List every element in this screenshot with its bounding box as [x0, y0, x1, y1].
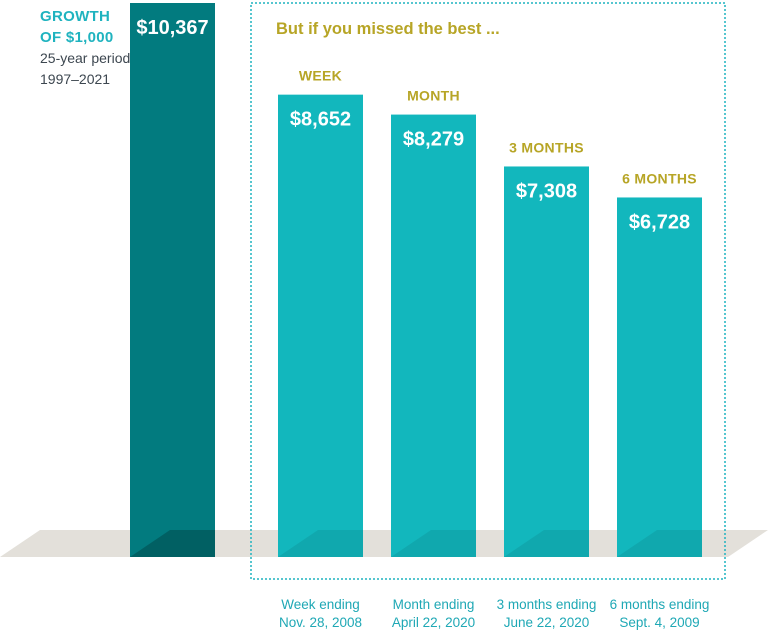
bar-floor-shadow-0 [130, 530, 215, 557]
bar-value-label-0: $10,367 [136, 17, 208, 39]
x-axis-label-1-line2: Nov. 28, 2008 [279, 615, 362, 630]
bar-category-label-3: 3 MONTHS [509, 139, 584, 155]
chart-subtitle-line2: 1997–2021 [40, 71, 111, 87]
bar-floor-shadow-2 [391, 530, 476, 557]
bar-floor-shadow-3 [504, 530, 589, 557]
chart-title-line2: OF $1,000 [40, 29, 114, 46]
bar-0 [130, 3, 215, 557]
bar-category-label-1: WEEK [299, 68, 342, 84]
bar-floor-shadow-4 [617, 530, 702, 557]
x-axis-label-1-line1: Week ending [281, 597, 360, 612]
bar-2 [391, 114, 476, 558]
bar-category-label-4: 6 MONTHS [622, 170, 697, 186]
missed-best-frame [250, 2, 726, 580]
bar-value-label-2: $8,279 [403, 129, 464, 151]
x-axis-label-2-line2: April 22, 2020 [392, 615, 475, 630]
x-axis-label-4-line1: 6 months ending [610, 597, 710, 612]
chart-title-line1: GROWTH [40, 8, 111, 25]
bar-value-label-4: $6,728 [629, 211, 690, 233]
x-axis-label-3-line2: June 22, 2020 [504, 615, 590, 630]
bars-group: $10,367 $8,652 WEEK Week ending Nov. 28, 200… [130, 3, 709, 630]
bar-3 [504, 166, 589, 557]
bar-value-label-1: $8,652 [290, 109, 351, 131]
bar-4 [617, 197, 702, 557]
missed-best-heading: But if you missed the best ... [276, 20, 500, 38]
x-axis-label-4-line2: Sept. 4, 2009 [619, 615, 699, 630]
x-axis-label-2-line1: Month ending [393, 597, 475, 612]
bar-value-label-3: $7,308 [516, 180, 577, 202]
x-axis-label-3-line1: 3 months ending [497, 597, 597, 612]
chart-subtitle-line1: 25-year period [40, 50, 131, 66]
bar-1 [278, 94, 363, 558]
bar-category-label-2: MONTH [407, 88, 460, 104]
bar-floor-shadow-1 [278, 530, 363, 557]
chart-title-block: GROWTH OF $1,000 25-year period 1997–202… [40, 6, 130, 90]
